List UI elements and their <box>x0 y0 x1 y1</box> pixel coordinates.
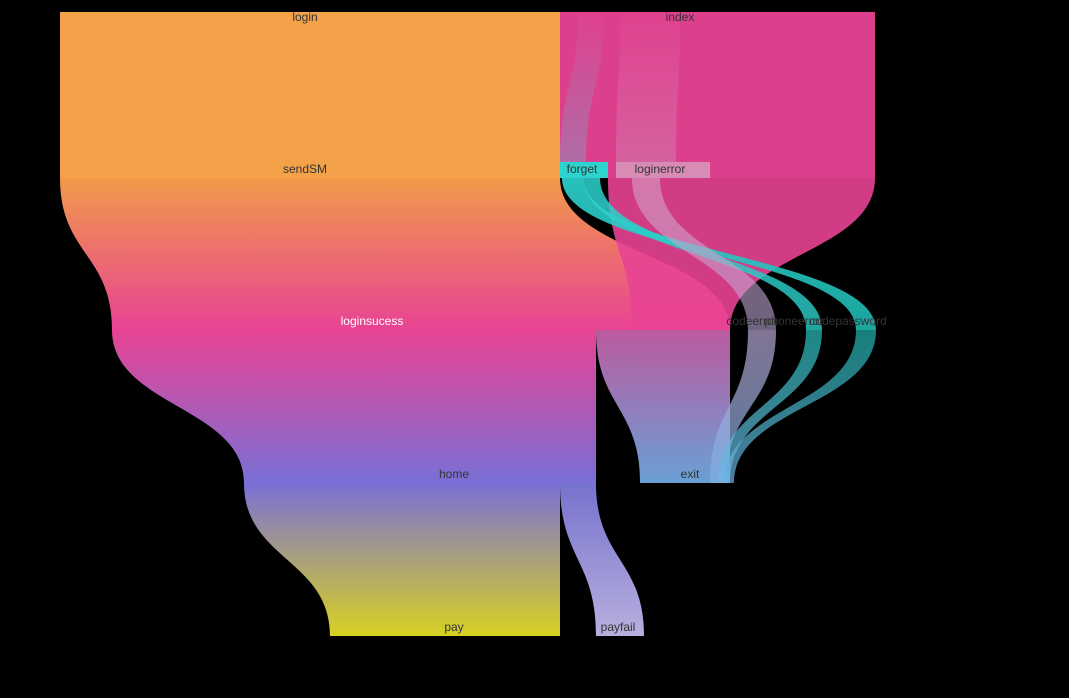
node-label-loginerror: loginerror <box>635 162 686 176</box>
node-label-exit: exit <box>681 467 700 481</box>
node-label-codepassword: codepassword <box>809 314 886 328</box>
flow-band <box>112 330 596 483</box>
flow-band <box>596 330 730 483</box>
node-label-login: login <box>292 10 317 24</box>
flow-band <box>560 483 644 636</box>
node-label-loginsucess: loginsucess <box>341 314 404 328</box>
node-label-home: home <box>439 467 469 481</box>
node-label-pay: pay <box>444 620 463 634</box>
flow-band <box>244 483 560 636</box>
flow-diagram: login index sendSM forget loginerror loginsuc… <box>0 0 1069 698</box>
node-label-payfail: payfail <box>601 620 636 634</box>
flow-band <box>616 12 680 162</box>
node-label-forget: forget <box>567 162 598 176</box>
node-label-sendSM: sendSM <box>283 162 327 176</box>
node-label-index: index <box>666 10 695 24</box>
flow-band <box>60 12 560 178</box>
flow-band <box>560 12 875 178</box>
